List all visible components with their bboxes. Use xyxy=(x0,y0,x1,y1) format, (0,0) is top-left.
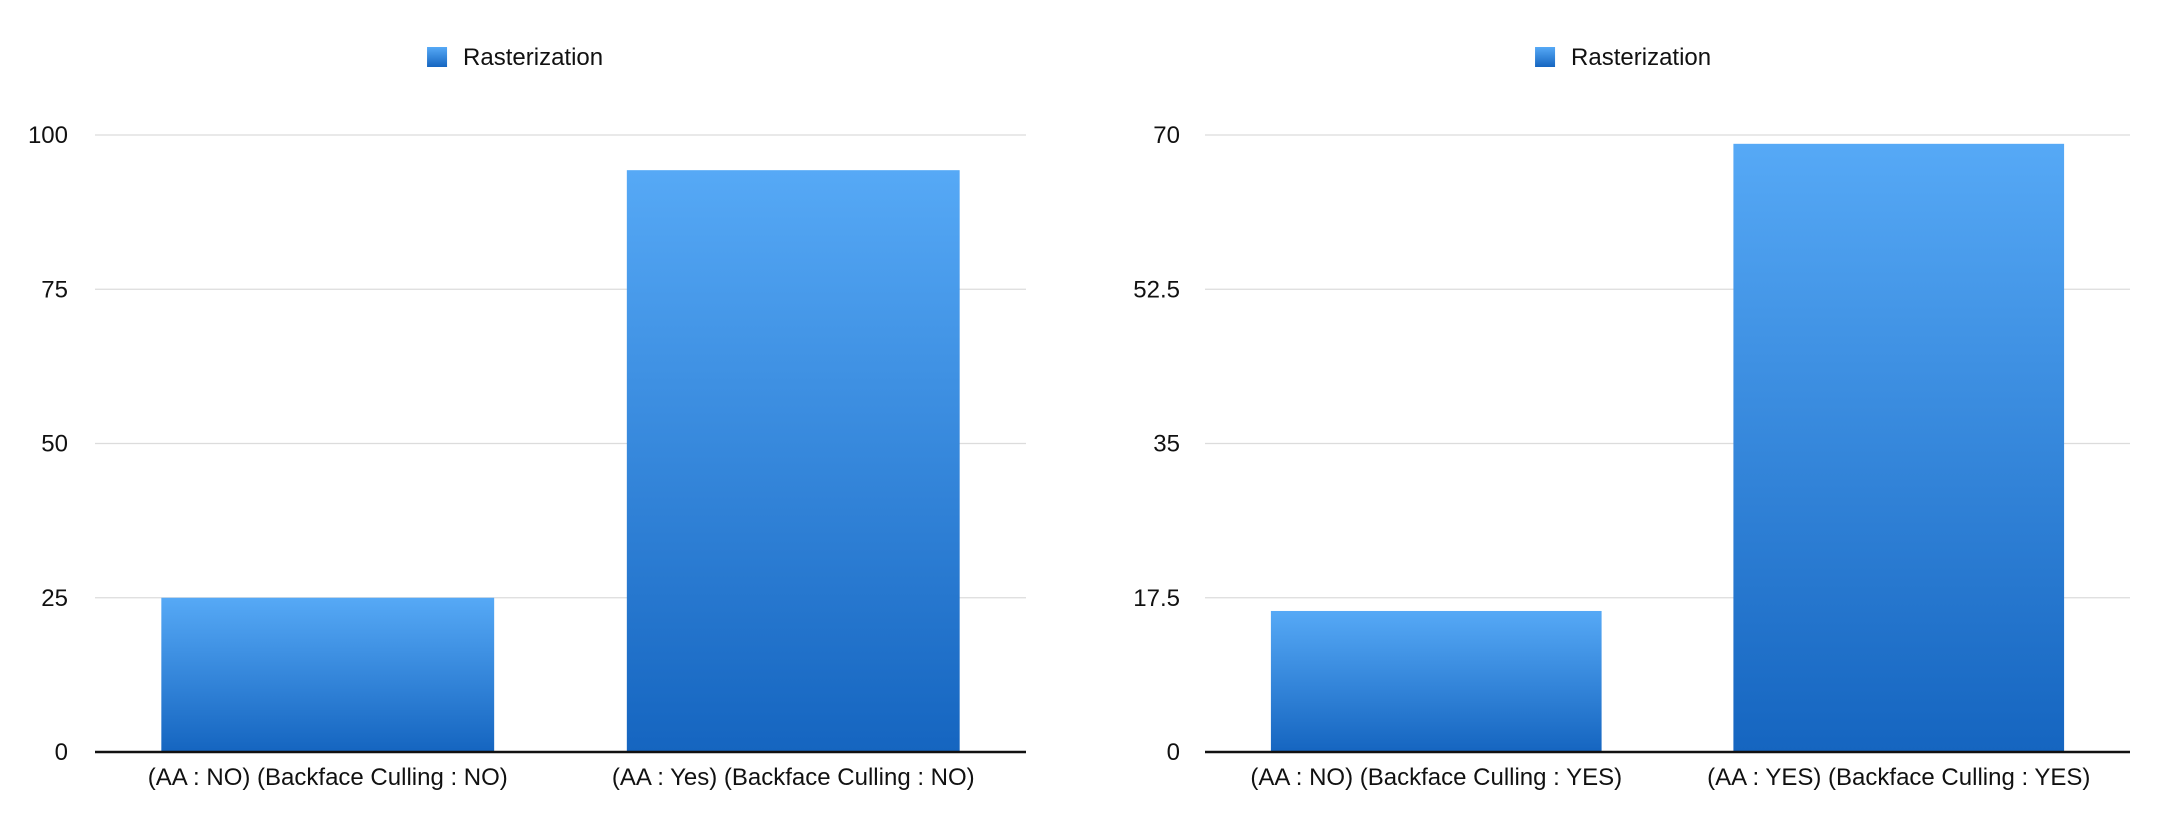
y-tick-label: 100 xyxy=(28,122,68,149)
bar xyxy=(1733,143,2065,753)
y-tick-label: 17.5 xyxy=(1133,585,1180,612)
x-category-label: (AA : YES) (Backface Culling : YES) xyxy=(1707,764,2090,791)
chart-1: Rasterization 0 25 50 75 100 (AA : NO) (Backfa… xyxy=(28,44,1026,791)
bar xyxy=(1270,610,1602,752)
y-tick-label: 52.5 xyxy=(1133,276,1180,303)
chart-2: Rasterization 0 17.5 35 52.5 70 (AA : NO) (Bac… xyxy=(1133,44,2130,791)
y-tick-label: 70 xyxy=(1153,122,1180,149)
y-tick-label: 0 xyxy=(55,739,68,766)
y-tick-label: 0 xyxy=(1167,739,1180,766)
y-tick-label: 75 xyxy=(41,276,68,303)
bar xyxy=(161,597,495,752)
x-category-label: (AA : Yes) (Backface Culling : NO) xyxy=(612,764,975,791)
y-tick-label: 25 xyxy=(41,585,68,612)
legend-label: Rasterization xyxy=(463,44,603,71)
x-category-label: (AA : NO) (Backface Culling : NO) xyxy=(148,764,508,791)
legend-label: Rasterization xyxy=(1571,44,1711,71)
y-tick-label: 35 xyxy=(1153,431,1180,458)
legend-swatch xyxy=(1535,47,1556,67)
legend-swatch xyxy=(427,47,448,67)
bar xyxy=(626,170,960,752)
x-category-label: (AA : NO) (Backface Culling : YES) xyxy=(1250,764,1622,791)
y-tick-label: 50 xyxy=(41,431,68,458)
